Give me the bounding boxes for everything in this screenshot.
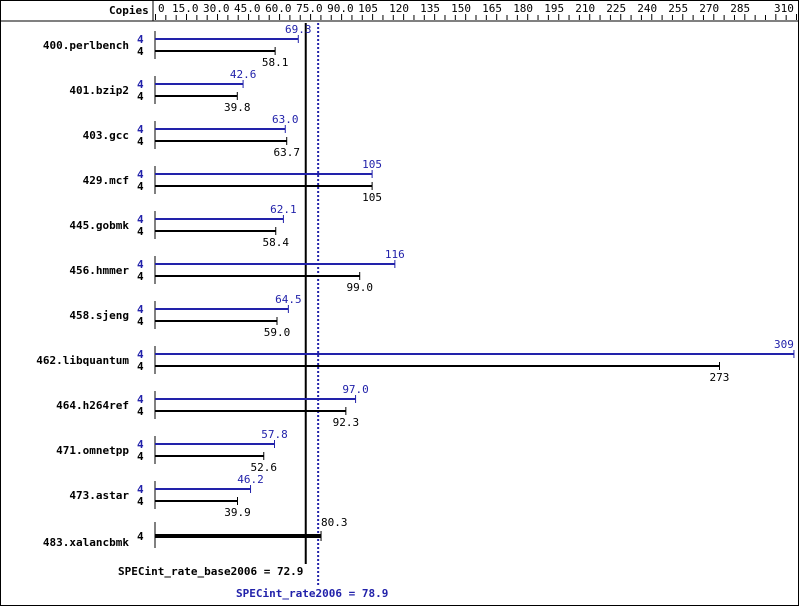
- benchmark-label: 464.h264ref: [56, 399, 129, 412]
- base-value-label: 39.8: [224, 101, 251, 114]
- peak-copies: 4: [137, 168, 144, 181]
- base-copies: 4: [137, 530, 144, 543]
- x-tick-label: 135: [420, 2, 440, 15]
- axis-header: Copies: [109, 4, 149, 17]
- x-tick-label: 150: [451, 2, 471, 15]
- benchmark-label: 483.xalancbmk: [43, 536, 129, 549]
- peak-value-label: 64.5: [275, 293, 302, 306]
- peak-value-label: 62.1: [270, 203, 297, 216]
- base-value-label: 63.7: [273, 146, 300, 159]
- base-copies: 4: [137, 360, 144, 373]
- benchmark-label: 445.gobmk: [69, 219, 129, 232]
- x-tick-label: 270: [699, 2, 719, 15]
- peak-value-label: 69.3: [285, 23, 312, 36]
- x-tick-label: 285: [730, 2, 750, 15]
- base-value-label: 39.9: [224, 506, 251, 519]
- x-tick-label: 225: [606, 2, 626, 15]
- benchmark-label: 462.libquantum: [36, 354, 129, 367]
- base-value-label: 59.0: [264, 326, 291, 339]
- x-tick-label: 15.0: [172, 2, 199, 15]
- x-tick-label: 195: [544, 2, 564, 15]
- peak-value-label: 116: [385, 248, 405, 261]
- base-value-label: 92.3: [333, 416, 360, 429]
- benchmark-label: 471.omnetpp: [56, 444, 129, 457]
- x-tick-label: 90.0: [327, 2, 354, 15]
- peak-copies: 4: [137, 123, 144, 136]
- base-value-label: 273: [710, 371, 730, 384]
- peak-value-label: 105: [362, 158, 382, 171]
- x-tick-label: 255: [668, 2, 688, 15]
- benchmark-label: 458.sjeng: [69, 309, 129, 322]
- x-tick-label: 60.0: [265, 2, 292, 15]
- x-tick-label: 240: [637, 2, 657, 15]
- x-tick-label: 180: [513, 2, 533, 15]
- x-tick-label: 0: [158, 2, 165, 15]
- benchmark-label: 456.hmmer: [69, 264, 129, 277]
- peak-value-label: 63.0: [272, 113, 299, 126]
- base-copies: 4: [137, 315, 144, 328]
- peak-copies: 4: [137, 33, 144, 46]
- x-tick-label: 30.0: [203, 2, 230, 15]
- x-tick-label: 75.0: [296, 2, 323, 15]
- base-copies: 4: [137, 180, 144, 193]
- benchmark-label: 400.perlbench: [43, 39, 129, 52]
- base-copies: 4: [137, 405, 144, 418]
- base-copies: 4: [137, 45, 144, 58]
- x-tick-label: 120: [389, 2, 409, 15]
- peak-value-label: 57.8: [261, 428, 288, 441]
- base-copies: 4: [137, 495, 144, 508]
- benchmark-label: 403.gcc: [83, 129, 129, 142]
- base-value-label: 58.1: [262, 56, 289, 69]
- base-value-label: 99.0: [346, 281, 373, 294]
- base-copies: 4: [137, 270, 144, 283]
- peak-value-label: 97.0: [342, 383, 369, 396]
- x-tick-label: 105: [358, 2, 378, 15]
- base-copies: 4: [137, 90, 144, 103]
- base-copies: 4: [137, 135, 144, 148]
- peak-copies: 4: [137, 78, 144, 91]
- peak-copies: 4: [137, 213, 144, 226]
- peak-copies: 4: [137, 483, 144, 496]
- peak-reference-label: SPECint_rate2006 = 78.9: [236, 587, 388, 600]
- peak-copies: 4: [137, 348, 144, 361]
- base-copies: 4: [137, 450, 144, 463]
- benchmark-label: 401.bzip2: [69, 84, 129, 97]
- x-tick-label: 165: [482, 2, 502, 15]
- base-value-label: 80.3: [321, 516, 348, 529]
- peak-copies: 4: [137, 303, 144, 316]
- peak-copies: 4: [137, 258, 144, 271]
- peak-copies: 4: [137, 438, 144, 451]
- base-value-label: 58.4: [263, 236, 290, 249]
- x-tick-label: 45.0: [234, 2, 261, 15]
- base-copies: 4: [137, 225, 144, 238]
- benchmark-label: 473.astar: [69, 489, 129, 502]
- peak-value-label: 46.2: [237, 473, 264, 486]
- peak-value-label: 309: [774, 338, 794, 351]
- x-tick-label: 310: [774, 2, 794, 15]
- base-value-label: 105: [362, 191, 382, 204]
- base-reference-label: SPECint_rate_base2006 = 72.9: [118, 565, 303, 578]
- peak-copies: 4: [137, 393, 144, 406]
- benchmark-label: 429.mcf: [83, 174, 129, 187]
- x-tick-label: 210: [575, 2, 595, 15]
- base-value-label: 52.6: [251, 461, 278, 474]
- peak-value-label: 42.6: [230, 68, 257, 81]
